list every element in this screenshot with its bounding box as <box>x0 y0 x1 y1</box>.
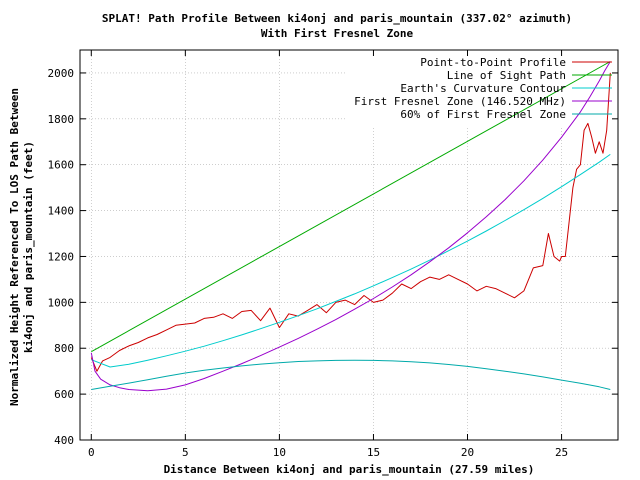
y-tick-label: 1600 <box>48 159 75 172</box>
x-tick-label: 10 <box>273 446 286 459</box>
axis-ticks: 400 600 800 1000 1200 1400 1600 1800 2000 0 5 10 15 2… <box>48 50 618 459</box>
chart-title-line-1: SPLAT! Path Profile Between ki4onj and p… <box>102 12 572 25</box>
y-tick-label: 600 <box>54 388 74 401</box>
series-line-line-of-sight-path <box>91 61 611 353</box>
x-tick-label: 25 <box>555 446 568 459</box>
series-line-first-fresnel-zone-146-520-mhz <box>90 61 611 392</box>
series-line-60-of-first-fresnel-zone <box>91 359 611 390</box>
x-tick-label: 0 <box>88 446 95 459</box>
series-line-earth-s-curvature-contour <box>91 153 611 368</box>
y-tick-label: 2000 <box>48 67 75 80</box>
x-tick-label: 15 <box>367 446 380 459</box>
x-axis-label: Distance Between ki4onj and paris_mounta… <box>164 463 535 476</box>
x-tick-label: 5 <box>182 446 189 459</box>
legend-label-line-of-sight-path: Line of Sight Path <box>447 69 566 82</box>
y-tick-label: 1800 <box>48 113 75 126</box>
legend-label-60-of-first-fresnel-zone: 60% of First Fresnel Zone <box>400 108 566 121</box>
y-tick-label: 1000 <box>48 296 75 309</box>
y-tick-label: 1200 <box>48 250 75 263</box>
y-tick-label: 1400 <box>48 205 75 218</box>
series-line-point-to-point-profile <box>90 72 611 372</box>
x-tick-label: 20 <box>461 446 474 459</box>
legend-label-first-fresnel-zone-146-520-mhz: First Fresnel Zone (146.520 MHz) <box>354 95 566 108</box>
y-axis-label-line-1: Normalized Height Referenced To LOS Path… <box>8 88 21 406</box>
plot-area-border <box>79 49 619 441</box>
series-lines <box>90 61 611 392</box>
legend-label-earth-s-curvature-contour: Earth's Curvature Contour <box>400 82 566 95</box>
y-axis-label-line-2: ki4onj and paris_mountain (feet) <box>22 141 35 353</box>
y-tick-label: 800 <box>54 342 74 355</box>
grid-lines <box>80 50 618 441</box>
y-tick-label: 400 <box>54 434 74 447</box>
legend-label-point-to-point-profile: Point-to-Point Profile <box>420 56 566 69</box>
chart-title-line-2: With First Fresnel Zone <box>261 27 414 40</box>
